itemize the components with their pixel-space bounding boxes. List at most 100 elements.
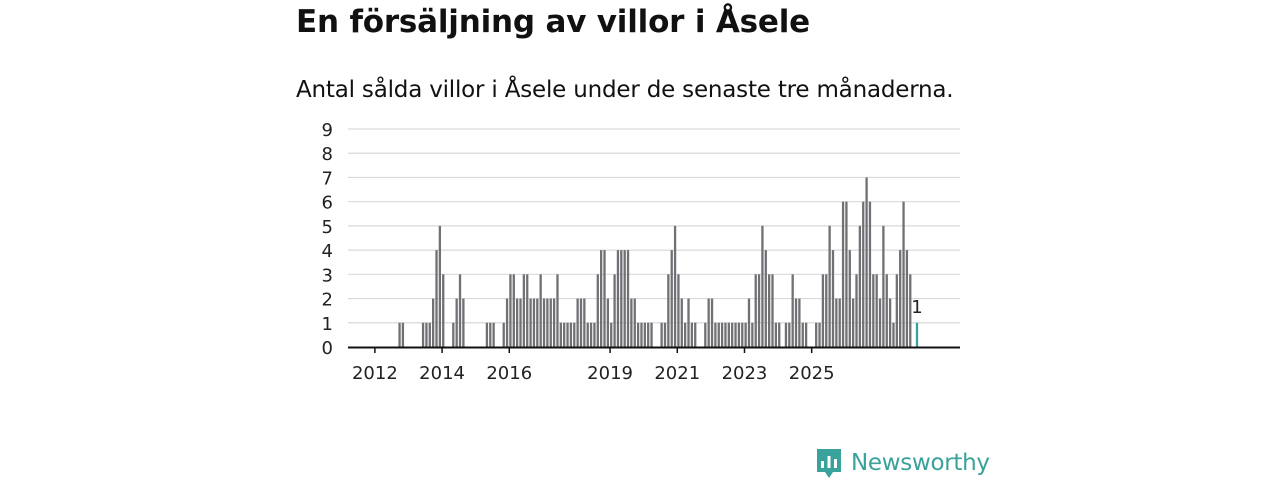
bar: [576, 298, 579, 347]
x-tick-label: 2021: [654, 363, 700, 384]
bar: [539, 274, 542, 347]
bar: [841, 201, 845, 347]
bar: [650, 322, 653, 347]
bar: [489, 322, 492, 347]
bar: [522, 274, 526, 347]
bar: [442, 274, 445, 347]
bar: [690, 322, 694, 347]
grid-lines: [348, 128, 960, 324]
bar: [630, 298, 633, 347]
bar: [563, 322, 566, 347]
bar: [865, 177, 868, 347]
bar: [902, 201, 905, 347]
bar: [704, 322, 707, 347]
bar: [502, 322, 505, 347]
bar: [872, 274, 875, 347]
bar: [398, 322, 401, 347]
y-tick-label: 9: [322, 120, 333, 141]
bar: [815, 322, 818, 347]
bar: [905, 250, 909, 347]
x-tick-label: 2016: [486, 363, 532, 384]
bar: [818, 322, 821, 347]
bar: [680, 298, 683, 347]
bar: [710, 298, 714, 347]
bar: [616, 250, 620, 347]
bar: [717, 322, 720, 347]
newsworthy-logo[interactable]: Newsworthy: [815, 446, 990, 480]
bar: [435, 250, 438, 347]
data-labels: 1: [911, 297, 922, 318]
bar: [462, 298, 465, 347]
bar: [771, 274, 774, 347]
bar: [828, 225, 831, 347]
bar: [737, 322, 741, 347]
bar: [647, 322, 650, 347]
bar: [707, 298, 710, 347]
bar: [586, 322, 589, 347]
bar: [532, 298, 536, 347]
bar: [536, 298, 539, 347]
bar: [798, 298, 801, 347]
latest-value-label: 1: [911, 297, 922, 318]
y-tick-label: 4: [322, 241, 333, 262]
bar: [774, 322, 778, 347]
bar: [603, 250, 606, 347]
chart-subtitle: Antal sålda villor i Åsele under de sena…: [296, 77, 954, 103]
bars: [398, 177, 919, 347]
bar: [455, 298, 458, 347]
bar: [855, 274, 858, 347]
bar: [761, 225, 764, 347]
x-tick-label: 2025: [789, 363, 835, 384]
bar: [663, 322, 667, 347]
brand-name: Newsworthy: [851, 450, 990, 476]
bar: [677, 274, 680, 347]
bar: [613, 274, 616, 347]
bar: [821, 274, 825, 347]
bar: [885, 274, 888, 347]
y-tick-label: 5: [322, 217, 333, 238]
bar: [505, 298, 509, 347]
y-tick-label: 6: [322, 193, 333, 214]
bar: [731, 322, 734, 347]
bar: [620, 250, 623, 347]
bar: [673, 225, 677, 347]
bar: [640, 322, 643, 347]
page-title: En försäljning av villor i Åsele: [296, 4, 811, 40]
bar: [714, 322, 717, 347]
bar: [878, 298, 882, 347]
bar: [526, 274, 529, 347]
bar: [552, 298, 556, 347]
bar: [485, 322, 489, 347]
bar: [428, 322, 431, 347]
bar: [596, 274, 599, 347]
bar: [633, 298, 636, 347]
bar: [888, 298, 892, 347]
bar: [566, 322, 569, 347]
bar: [579, 298, 583, 347]
bar: [794, 298, 798, 347]
bar: [845, 201, 848, 347]
bar: [569, 322, 573, 347]
bar: [694, 322, 697, 347]
bar: [734, 322, 737, 347]
y-tick-label: 2: [322, 290, 333, 311]
bar: [784, 322, 788, 347]
newsworthy-logo-icon: [817, 449, 841, 478]
bar: [438, 225, 442, 347]
bar: [432, 298, 435, 347]
y-axis-ticks: 0 1 2 3 4 5 6 7 8 9: [322, 120, 333, 359]
bar-latest: [915, 322, 919, 347]
bar: [583, 298, 586, 347]
bar: [751, 322, 754, 347]
bar: [831, 250, 835, 347]
bar: [667, 274, 670, 347]
y-tick-label: 3: [322, 265, 333, 286]
bar: [421, 322, 425, 347]
bar: [882, 225, 885, 347]
bar: [516, 298, 519, 347]
bar: [788, 322, 791, 347]
y-tick-label: 0: [322, 338, 333, 359]
bar: [425, 322, 428, 347]
bar: [542, 298, 546, 347]
bar: [848, 250, 851, 347]
